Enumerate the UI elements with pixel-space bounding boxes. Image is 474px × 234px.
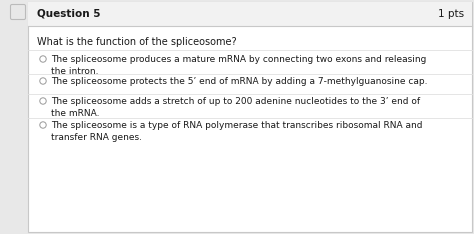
FancyBboxPatch shape (28, 2, 472, 26)
Text: The spliceosome protects the 5’ end of mRNA by adding a 7-methylguanosine cap.: The spliceosome protects the 5’ end of m… (51, 77, 428, 86)
Text: What is the function of the spliceosome?: What is the function of the spliceosome? (37, 37, 237, 47)
FancyBboxPatch shape (10, 4, 26, 19)
Text: The spliceosome produces a mature mRNA by connecting two exons and releasing
the: The spliceosome produces a mature mRNA b… (51, 55, 427, 76)
Text: The spliceosome is a type of RNA polymerase that transcribes ribosomal RNA and
t: The spliceosome is a type of RNA polymer… (51, 121, 422, 142)
FancyBboxPatch shape (28, 2, 472, 232)
Text: The spliceosome adds a stretch of up to 200 adenine nucleotides to the 3’ end of: The spliceosome adds a stretch of up to … (51, 97, 420, 118)
Text: 1 pts: 1 pts (438, 9, 464, 19)
Text: Question 5: Question 5 (37, 9, 100, 19)
